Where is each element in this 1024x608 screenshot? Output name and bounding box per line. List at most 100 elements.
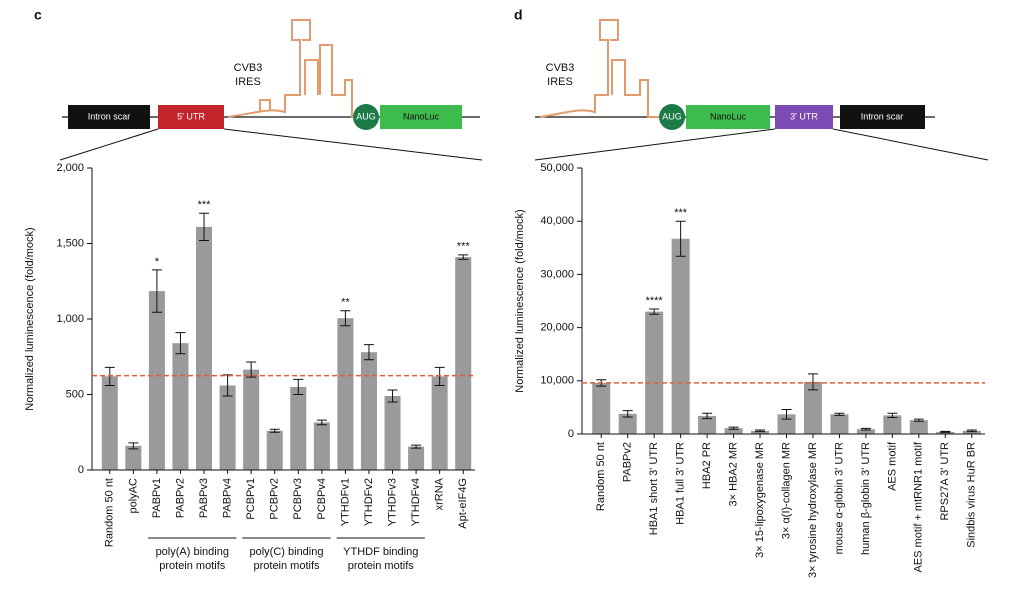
error-bar xyxy=(269,428,280,433)
bar xyxy=(360,352,377,470)
x-tick-label: 3× tyrosine hydroxylase MR xyxy=(807,442,819,578)
group-label: protein motifs xyxy=(348,560,415,572)
y-tick-label: 2,000 xyxy=(56,162,84,174)
error-bar xyxy=(755,429,766,433)
bar xyxy=(384,396,401,470)
significance: **** xyxy=(646,295,664,307)
x-tick-label: PCBPv4 xyxy=(316,478,328,520)
x-tick-label: AES motif xyxy=(886,441,898,491)
x-tick-label: 3× 15-lipoxygenase MR xyxy=(754,442,766,558)
ires-label: IRES xyxy=(547,76,573,88)
x-tick-label: PABPv2 xyxy=(174,478,186,518)
error-bar xyxy=(340,310,351,327)
bar xyxy=(909,420,928,434)
error-bar xyxy=(104,366,115,386)
bar xyxy=(962,430,981,434)
panel-letter: d xyxy=(514,7,523,23)
bar xyxy=(219,385,236,470)
significance: *** xyxy=(457,241,471,253)
zoom-line xyxy=(59,128,159,161)
y-tick-label: 500 xyxy=(66,388,84,400)
y-tick-label: 20,000 xyxy=(540,322,574,334)
bar xyxy=(125,445,142,470)
x-tick-label: AES motif + mtRNR1 motif xyxy=(913,441,925,572)
reporter-box xyxy=(686,105,770,129)
error-bar xyxy=(622,410,633,418)
bar xyxy=(196,226,213,470)
bar xyxy=(337,318,354,470)
group-label: protein motifs xyxy=(253,560,320,572)
error-bar xyxy=(199,212,210,241)
x-tick-label: PABPv4 xyxy=(222,478,234,518)
reporter-label: NanoLuc xyxy=(403,111,440,121)
x-tick-label: polyAC xyxy=(127,478,139,514)
x-tick-label: xrRNA xyxy=(434,477,446,510)
zoom-line xyxy=(223,128,483,161)
group-label: poly(A) binding xyxy=(156,546,229,558)
x-tick-label: human β-globin 3' UTR xyxy=(860,442,872,555)
y-axis-label: Normalized luminescence (fold/mock) xyxy=(514,209,526,392)
error-bar xyxy=(807,373,818,391)
intron-box xyxy=(68,105,150,129)
error-bar xyxy=(675,220,686,257)
error-bar xyxy=(913,418,924,422)
y-tick-label: 1,000 xyxy=(56,313,84,325)
start-label: AUG xyxy=(662,111,682,121)
bar xyxy=(592,382,611,434)
bar xyxy=(101,376,118,470)
error-bar xyxy=(387,389,398,403)
x-tick-label: PABPv2 xyxy=(622,442,634,482)
error-bar xyxy=(363,344,374,361)
x-tick-label: Random 50 nt xyxy=(104,478,116,547)
x-tick-label: mouse α-globin 3' UTR xyxy=(833,442,845,554)
bar xyxy=(936,431,955,434)
bar xyxy=(313,422,330,470)
bar xyxy=(290,386,307,470)
zoom-line xyxy=(534,128,776,161)
y-tick-label: 50,000 xyxy=(540,162,574,174)
error-bar xyxy=(128,442,139,450)
error-bar xyxy=(702,412,713,420)
bar xyxy=(830,414,849,434)
utr-label: 5' UTR xyxy=(177,111,205,121)
bar xyxy=(698,415,717,434)
bar xyxy=(645,311,664,434)
intron-label: Intron scar xyxy=(88,111,131,121)
error-bar xyxy=(293,378,304,395)
bar xyxy=(148,291,165,470)
y-tick-label: 0 xyxy=(568,428,574,440)
x-tick-label: Apt-eIF4G xyxy=(457,478,469,529)
bar xyxy=(431,376,448,470)
start-codon xyxy=(659,104,685,130)
y-tick-label: 0 xyxy=(78,464,84,476)
x-tick-label: HBA1 full 3' UTR xyxy=(675,442,687,525)
x-tick-label: HBA1 short 3' UTR xyxy=(648,442,660,535)
bar xyxy=(856,429,875,434)
ires-structure xyxy=(539,19,660,118)
error-bar xyxy=(411,444,422,449)
ires-label: CVB3 xyxy=(234,62,263,74)
y-tick-label: 1,500 xyxy=(56,237,84,249)
bar xyxy=(455,257,472,470)
significance: ** xyxy=(341,297,350,309)
error-bar xyxy=(781,409,792,420)
reporter-label: NanoLuc xyxy=(710,111,747,121)
utr-box xyxy=(775,105,833,129)
x-tick-label: Random 50 nt xyxy=(595,442,607,511)
ires-structure xyxy=(227,19,366,118)
bar xyxy=(724,428,743,434)
x-tick-label: PCBPv1 xyxy=(245,478,257,520)
ires-label: IRES xyxy=(235,76,261,88)
error-bar xyxy=(966,429,977,433)
x-tick-label: HBA2 PR xyxy=(701,442,713,489)
error-bar xyxy=(151,269,162,313)
error-bar xyxy=(222,374,233,397)
group-label: poly(C) binding xyxy=(250,546,324,558)
x-tick-label: PCBPv3 xyxy=(292,478,304,520)
significance: * xyxy=(155,256,160,268)
y-tick-label: 10,000 xyxy=(540,375,574,387)
panel-letter: c xyxy=(34,7,42,23)
utr-box xyxy=(158,105,224,129)
bar xyxy=(266,430,283,470)
